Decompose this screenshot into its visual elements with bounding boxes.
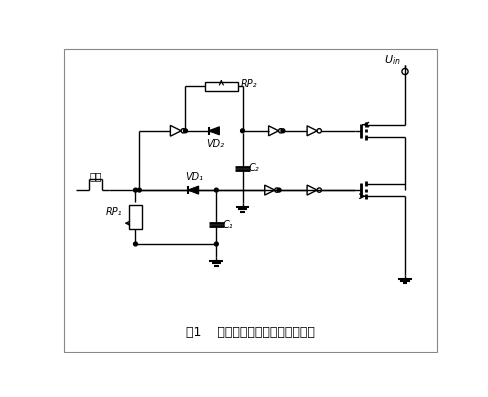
Text: RP₂: RP₂ <box>241 79 257 89</box>
Text: VD₁: VD₁ <box>184 172 203 182</box>
Text: VD₂: VD₂ <box>205 139 224 149</box>
Text: 脉冲: 脉冲 <box>89 171 102 181</box>
Polygon shape <box>187 186 198 194</box>
Circle shape <box>137 188 141 192</box>
Bar <box>129 205 142 229</box>
Circle shape <box>240 129 244 133</box>
Circle shape <box>277 188 281 192</box>
Circle shape <box>133 188 137 192</box>
Polygon shape <box>208 127 219 135</box>
Circle shape <box>281 129 284 133</box>
Text: C₂: C₂ <box>248 163 259 173</box>
Text: 图1    非隔离的不对称半桥驱动电路: 图1 非隔离的不对称半桥驱动电路 <box>185 326 314 339</box>
Circle shape <box>214 188 218 192</box>
Text: $U_{in}$: $U_{in}$ <box>384 53 400 67</box>
Text: RP₁: RP₁ <box>105 207 122 217</box>
Text: C₁: C₁ <box>222 220 233 230</box>
Bar <box>204 81 238 91</box>
Circle shape <box>133 242 137 246</box>
Circle shape <box>183 129 187 133</box>
Circle shape <box>214 242 218 246</box>
